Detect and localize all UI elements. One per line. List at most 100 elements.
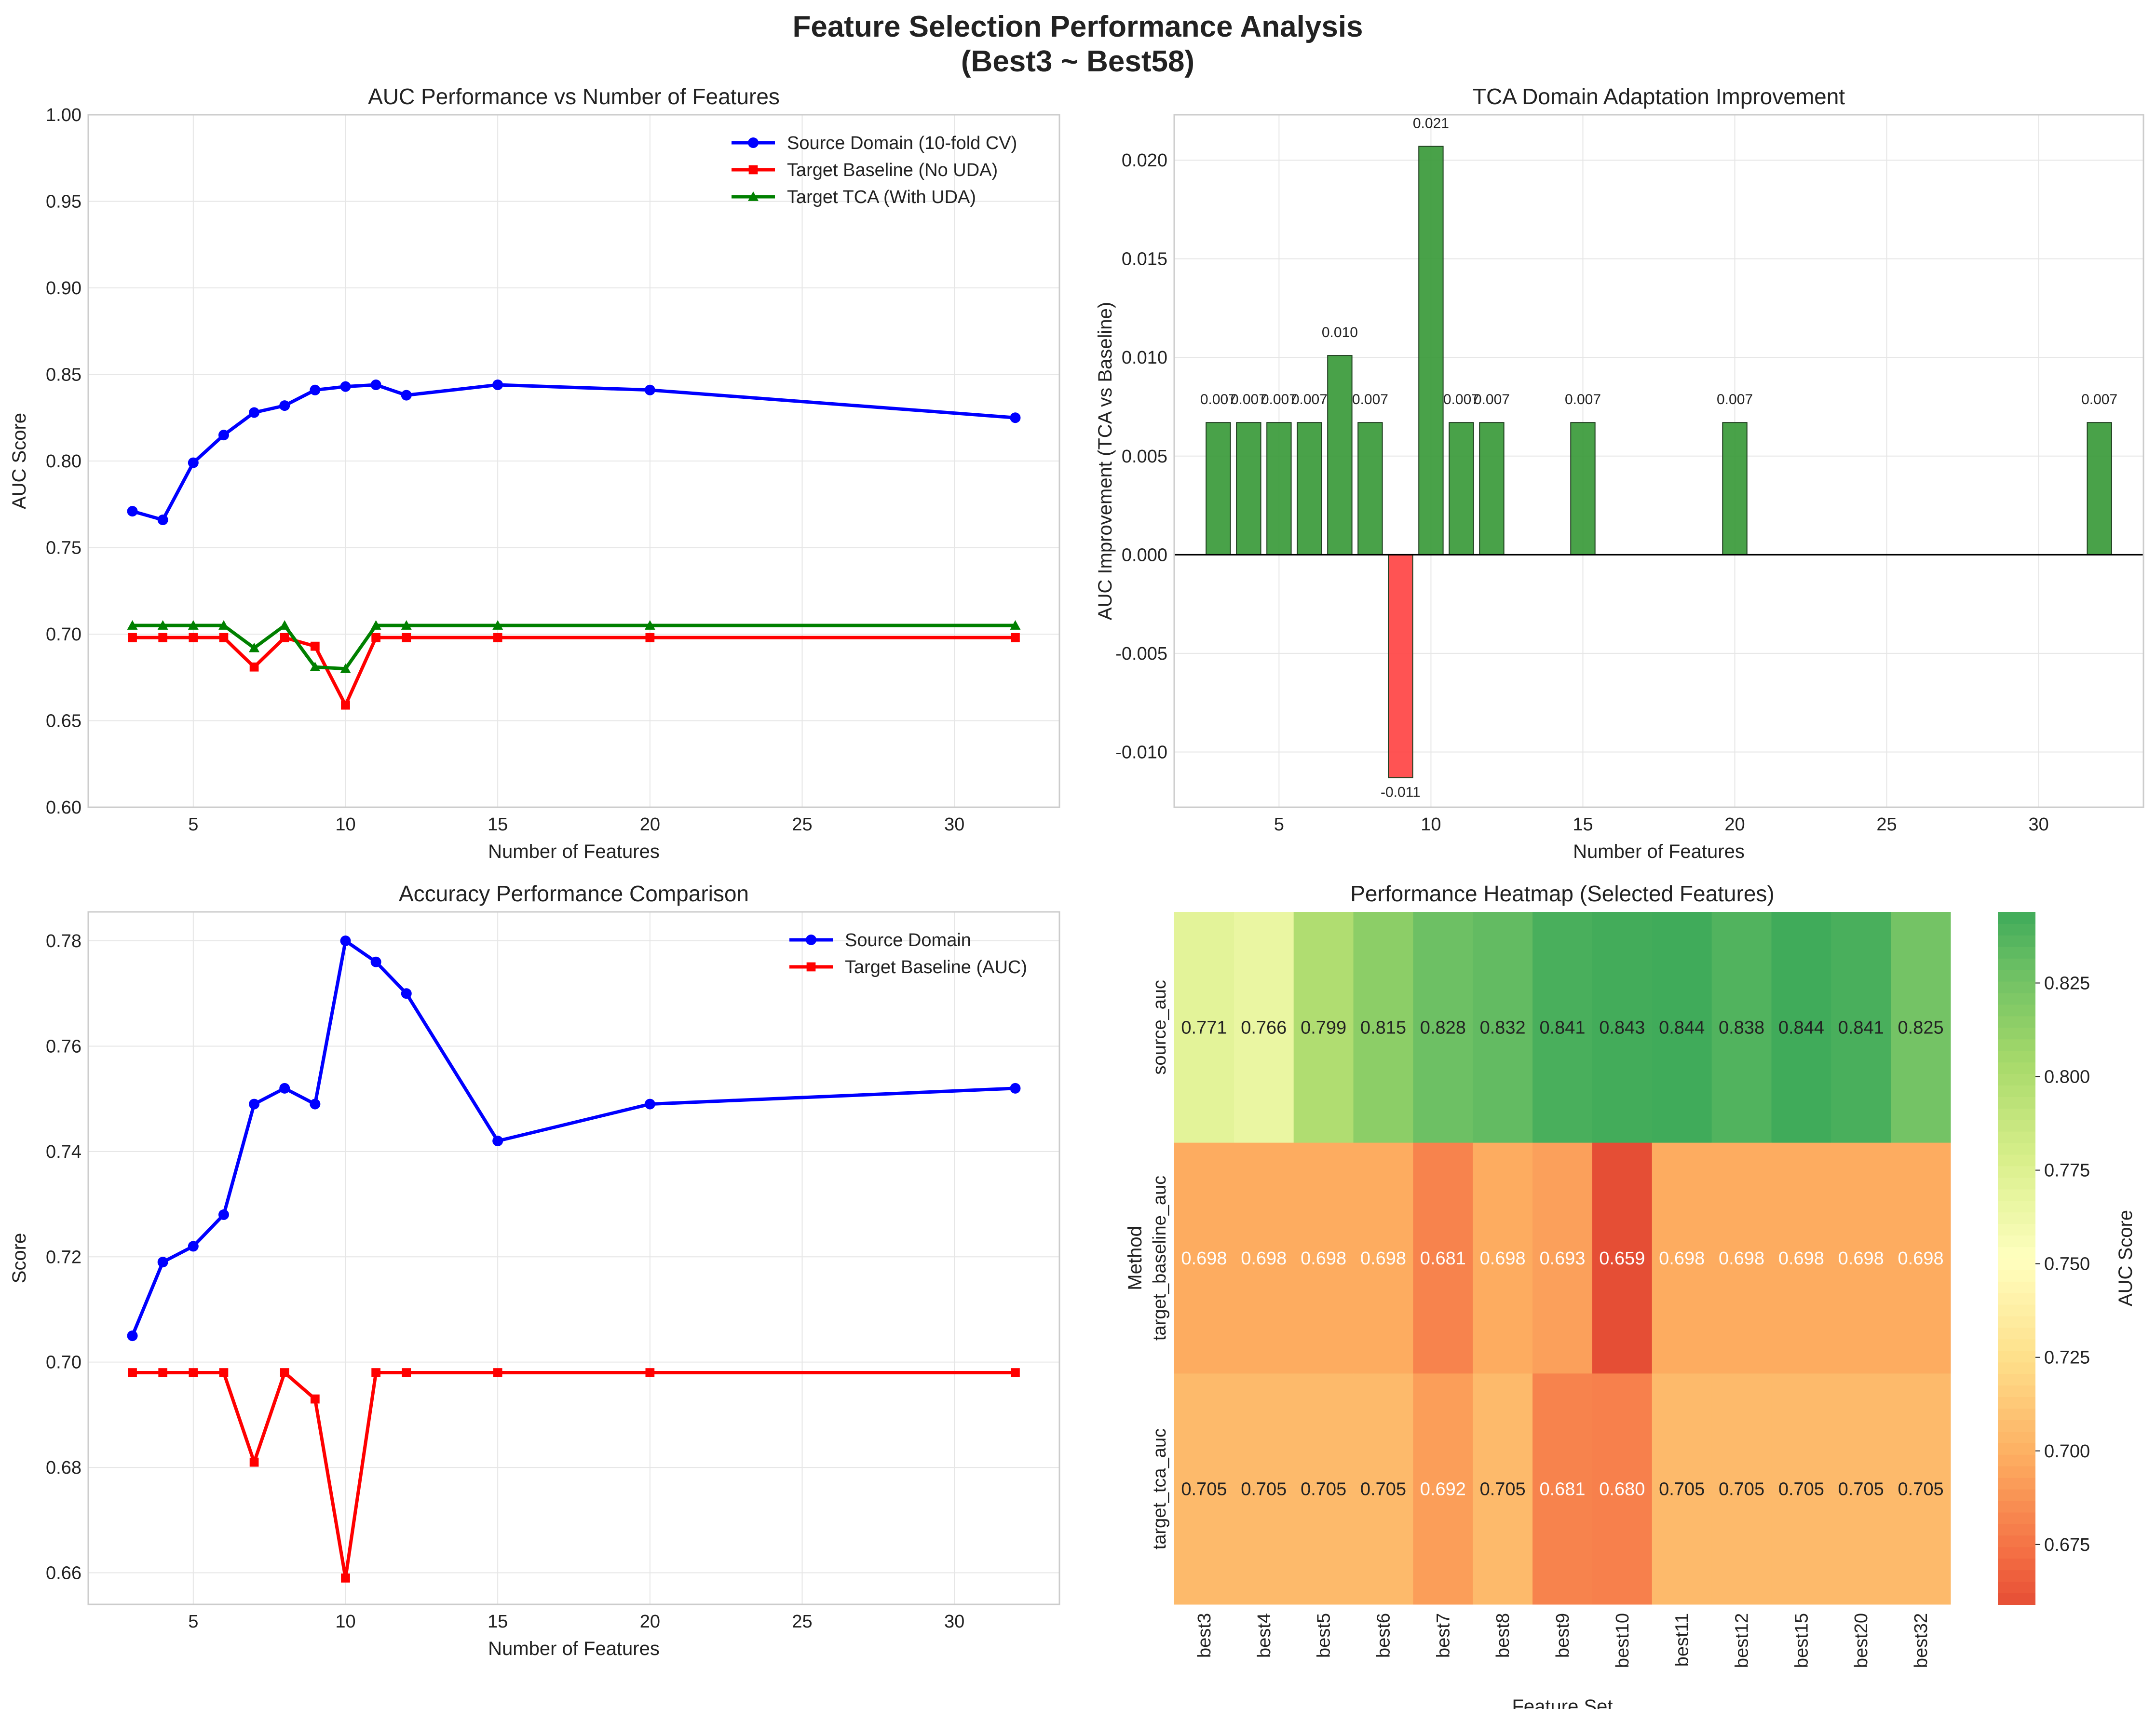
colorbar-segment (1998, 981, 2035, 993)
heatmap-cell-label: 0.705 (1719, 1479, 1764, 1500)
heatmap-cell-label: 0.844 (1778, 1017, 1824, 1038)
legend: Source Domain (10-fold CV) Target Baselin… (732, 133, 1017, 207)
colorbar-tick-label: 0.725 (2044, 1348, 2090, 1368)
colorbar-tick-label: 0.775 (2044, 1161, 2090, 1181)
x-tick-label: 5 (1274, 814, 1284, 835)
heatmap-cell-label: 0.705 (1480, 1479, 1526, 1500)
heatmap-cell-label: 0.705 (1838, 1479, 1884, 1500)
colorbar-segment (1998, 912, 2035, 924)
colorbar-segment (1998, 946, 2035, 959)
heatmap-cell (1234, 1373, 1294, 1605)
x-tick-label: 10 (335, 814, 355, 835)
y-tick-label: 0.68 (46, 1458, 81, 1478)
colorbar-segment (1998, 1304, 2035, 1316)
colorbar-segment (1998, 1558, 2035, 1571)
colorbar-segment (1998, 1327, 2035, 1340)
chart-title: Accuracy Performance Comparison (399, 881, 749, 906)
heatmap-cell-label: 0.766 (1241, 1017, 1287, 1038)
x-tick-label: 25 (792, 814, 812, 835)
bar-value-label: 0.007 (1200, 392, 1236, 407)
data-point (157, 620, 168, 630)
data-point (157, 515, 168, 526)
y-tick-label: 1.00 (46, 105, 81, 125)
heatmap-cell-label: 0.680 (1599, 1479, 1645, 1500)
colorbar-segment (1998, 1292, 2035, 1305)
plot-border (1173, 114, 2144, 808)
heatmap-cell (1293, 1142, 1354, 1374)
heatmap-cell-label: 0.825 (1898, 1017, 1944, 1038)
colorbar-segment (1998, 1131, 2035, 1143)
data-point (401, 390, 412, 401)
heatmap-cell (1174, 1373, 1234, 1605)
colorbar-segment (1998, 1570, 2035, 1582)
heatmap-cell-label: 0.705 (1778, 1479, 1824, 1500)
column-label: best8 (1493, 1613, 1513, 1658)
x-tick-label: 25 (1876, 814, 1897, 835)
heatmap-cell (1413, 1142, 1473, 1374)
colorbar-segment (1998, 1269, 2035, 1282)
heatmap-cell (1413, 912, 1473, 1143)
data-point (402, 1368, 411, 1377)
heatmap-cell (1473, 1373, 1533, 1605)
y-axis-label: Score (9, 1233, 30, 1284)
data-point (279, 1083, 290, 1094)
colorbar-segment (1998, 1108, 2035, 1120)
colorbar-segment (1998, 1119, 2035, 1132)
bar (1570, 422, 1596, 556)
legend-label: Target Baseline (AUC) (845, 957, 1027, 977)
data-point (158, 633, 168, 642)
bar (2087, 422, 2112, 556)
series-2 (127, 620, 1021, 673)
heatmap-cell (1652, 1373, 1712, 1605)
legend-label: Source Domain (845, 930, 971, 950)
row-label: target_baseline_auc (1150, 1176, 1170, 1341)
data-point (188, 620, 199, 630)
heatmap-cell (1592, 912, 1653, 1143)
chart-title: TCA Domain Adaptation Improvement (1473, 84, 1845, 109)
data-point (493, 633, 502, 642)
heatmap-cell (1891, 1373, 1951, 1605)
heatmap-cell (1891, 1142, 1951, 1374)
colorbar-label: AUC Score (2115, 1210, 2136, 1306)
heatmap-cell-label: 0.698 (1301, 1248, 1346, 1269)
heatmap-cell-label: 0.844 (1659, 1017, 1705, 1038)
heatmap-cell-label: 0.698 (1360, 1248, 1406, 1269)
bar-value-label: 0.007 (1565, 392, 1601, 407)
colorbar-segment (1998, 1073, 2035, 1085)
colorbar-tick-label: 0.825 (2044, 973, 2090, 993)
colorbar-tick-label: 0.700 (2044, 1441, 2090, 1462)
data-point (645, 1368, 655, 1377)
chart-performance_heatmap: 0.771 0.766 0.799 0.815 0.828 0.832 0.841 0.843… (1125, 881, 2136, 1709)
heatmap-cell-label: 0.692 (1420, 1479, 1466, 1500)
bar-value-label: 0.007 (1291, 392, 1328, 407)
data-point (189, 1368, 198, 1377)
colorbar-segment (1998, 1212, 2035, 1224)
bar (1266, 422, 1292, 556)
heatmap-cell-label: 0.681 (1420, 1248, 1466, 1269)
heatmap-cell (1771, 1373, 1831, 1605)
data-point (492, 380, 503, 391)
chart-title: AUC Performance vs Number of Features (368, 84, 780, 109)
heatmap-cell-label: 0.693 (1539, 1248, 1585, 1269)
colorbar-segment (1998, 1420, 2035, 1432)
heatmap-cell-label: 0.705 (1241, 1479, 1287, 1500)
series-0 (127, 936, 1021, 1342)
heatmap-cell (1473, 1142, 1533, 1374)
heatmap-cell (1413, 1373, 1473, 1605)
data-point (249, 1099, 260, 1110)
data-point (249, 642, 260, 652)
colorbar-segment (1998, 1454, 2035, 1466)
colorbar-segment (1998, 1027, 2035, 1040)
colorbar-segment (1998, 1500, 2035, 1513)
data-point (1010, 412, 1021, 423)
data-point (310, 662, 321, 672)
colorbar-tick-label: 0.750 (2044, 1254, 2090, 1275)
data-point (340, 936, 351, 947)
colorbar-segment (1998, 1177, 2035, 1190)
x-tick-label: 30 (944, 1612, 964, 1632)
y-tick-label: 0.65 (46, 711, 81, 732)
data-point (249, 1457, 259, 1467)
data-point (370, 380, 381, 391)
data-point (249, 407, 260, 418)
heatmap-cell-label: 0.698 (1659, 1248, 1705, 1269)
